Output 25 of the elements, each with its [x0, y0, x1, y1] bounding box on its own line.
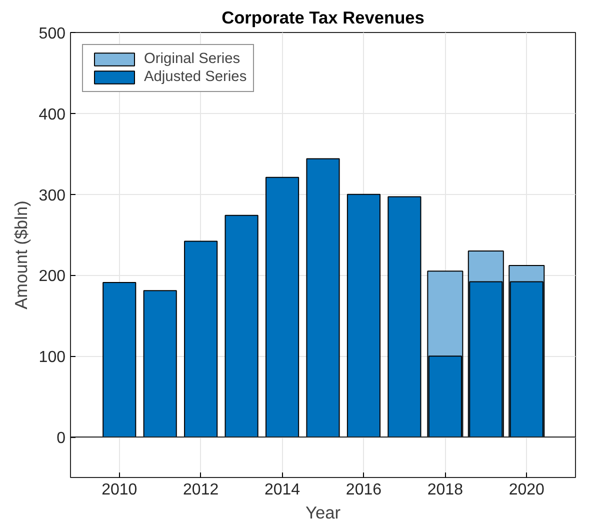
y-tick-label: 500	[38, 26, 66, 42]
y-tick-label: 100	[38, 349, 66, 366]
y-tick-label: 0	[56, 430, 66, 448]
legend-label: Adjusted Series	[144, 69, 247, 85]
x-axis-title: Year	[305, 502, 341, 522]
x-tick-label: 2010	[102, 482, 138, 498]
x-tick-label: 2020	[508, 482, 545, 498]
y-axis-title: Amount ($bln)	[10, 200, 31, 310]
chart-title: Corporate Tax Revenues	[222, 8, 424, 28]
y-tick-label: 400	[38, 106, 66, 124]
bar	[102, 282, 136, 438]
bar	[143, 290, 177, 438]
x-tick-label: 2012	[183, 482, 219, 498]
y-tick-label: 200	[38, 268, 66, 286]
bar	[265, 176, 300, 438]
legend-label: Original Series	[144, 51, 240, 67]
bar	[388, 196, 422, 438]
bar	[346, 194, 381, 438]
bar	[224, 214, 258, 438]
x-tick-label: 2014	[264, 482, 300, 498]
bar	[184, 240, 218, 438]
x-tick-label: 2016	[346, 482, 382, 498]
y-tick-label: 300	[38, 187, 66, 204]
bar	[306, 158, 340, 438]
x-tick-label: 2018	[427, 482, 464, 498]
